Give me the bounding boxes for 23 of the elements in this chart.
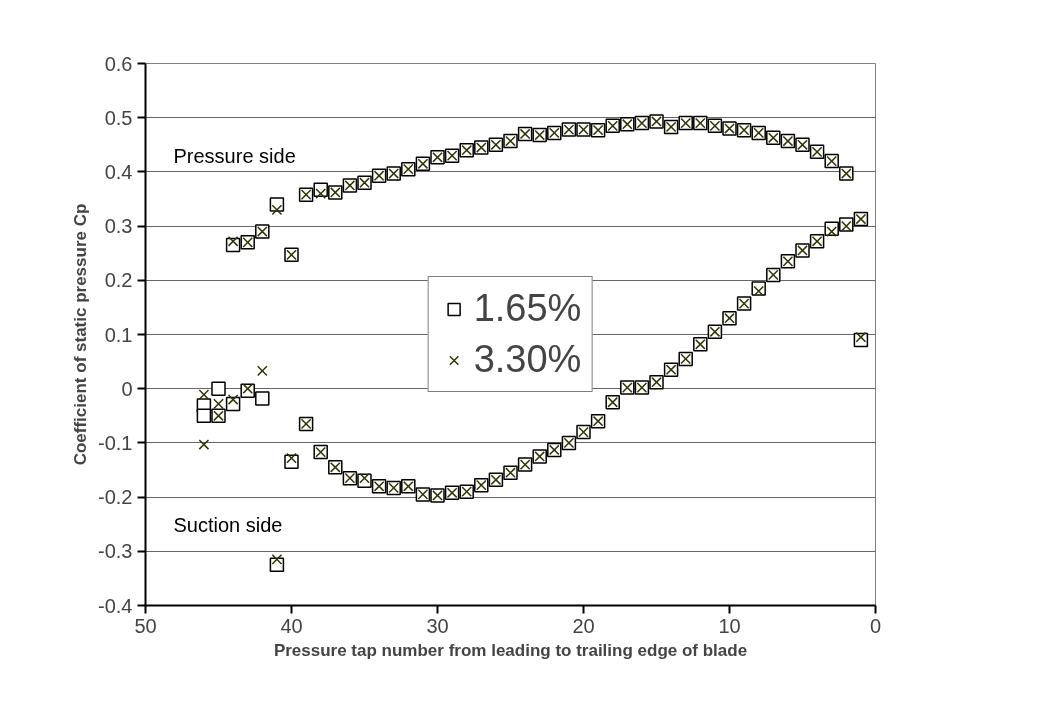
y-tick-label: 0.6 bbox=[104, 52, 133, 75]
x-tick-label: 30 bbox=[426, 614, 449, 637]
annotation: Pressure side bbox=[173, 144, 296, 167]
y-tick-label: 0.4 bbox=[104, 160, 133, 183]
y-tick-label: 0.5 bbox=[104, 106, 133, 129]
y-tick-label: -0.4 bbox=[98, 594, 133, 617]
x-tick-label: 50 bbox=[134, 614, 157, 637]
y-tick-label: 0 bbox=[121, 377, 133, 400]
legend-label: 1.65% bbox=[473, 287, 582, 330]
x-tick-label: 20 bbox=[572, 614, 595, 637]
x-tick-label: 40 bbox=[280, 614, 303, 637]
y-axis-title: Coefficient of static pressure Cp bbox=[71, 203, 91, 466]
y-tick-label: -0.3 bbox=[98, 540, 133, 563]
y-tick-label: -0.1 bbox=[98, 431, 133, 454]
annotation: Suction side bbox=[173, 513, 283, 536]
y-tick-label: 0.3 bbox=[104, 215, 133, 238]
y-tick-label: 0.2 bbox=[104, 269, 133, 292]
y-tick-label: -0.2 bbox=[98, 486, 133, 509]
y-tick-label: 0.1 bbox=[104, 323, 133, 346]
x-tick-label: 0 bbox=[869, 614, 882, 637]
x-tick-label: 10 bbox=[718, 614, 741, 637]
legend-label: 3.30% bbox=[473, 338, 582, 381]
x-axis-title: Pressure tap number from leading to trailing edge of blade bbox=[273, 640, 748, 660]
